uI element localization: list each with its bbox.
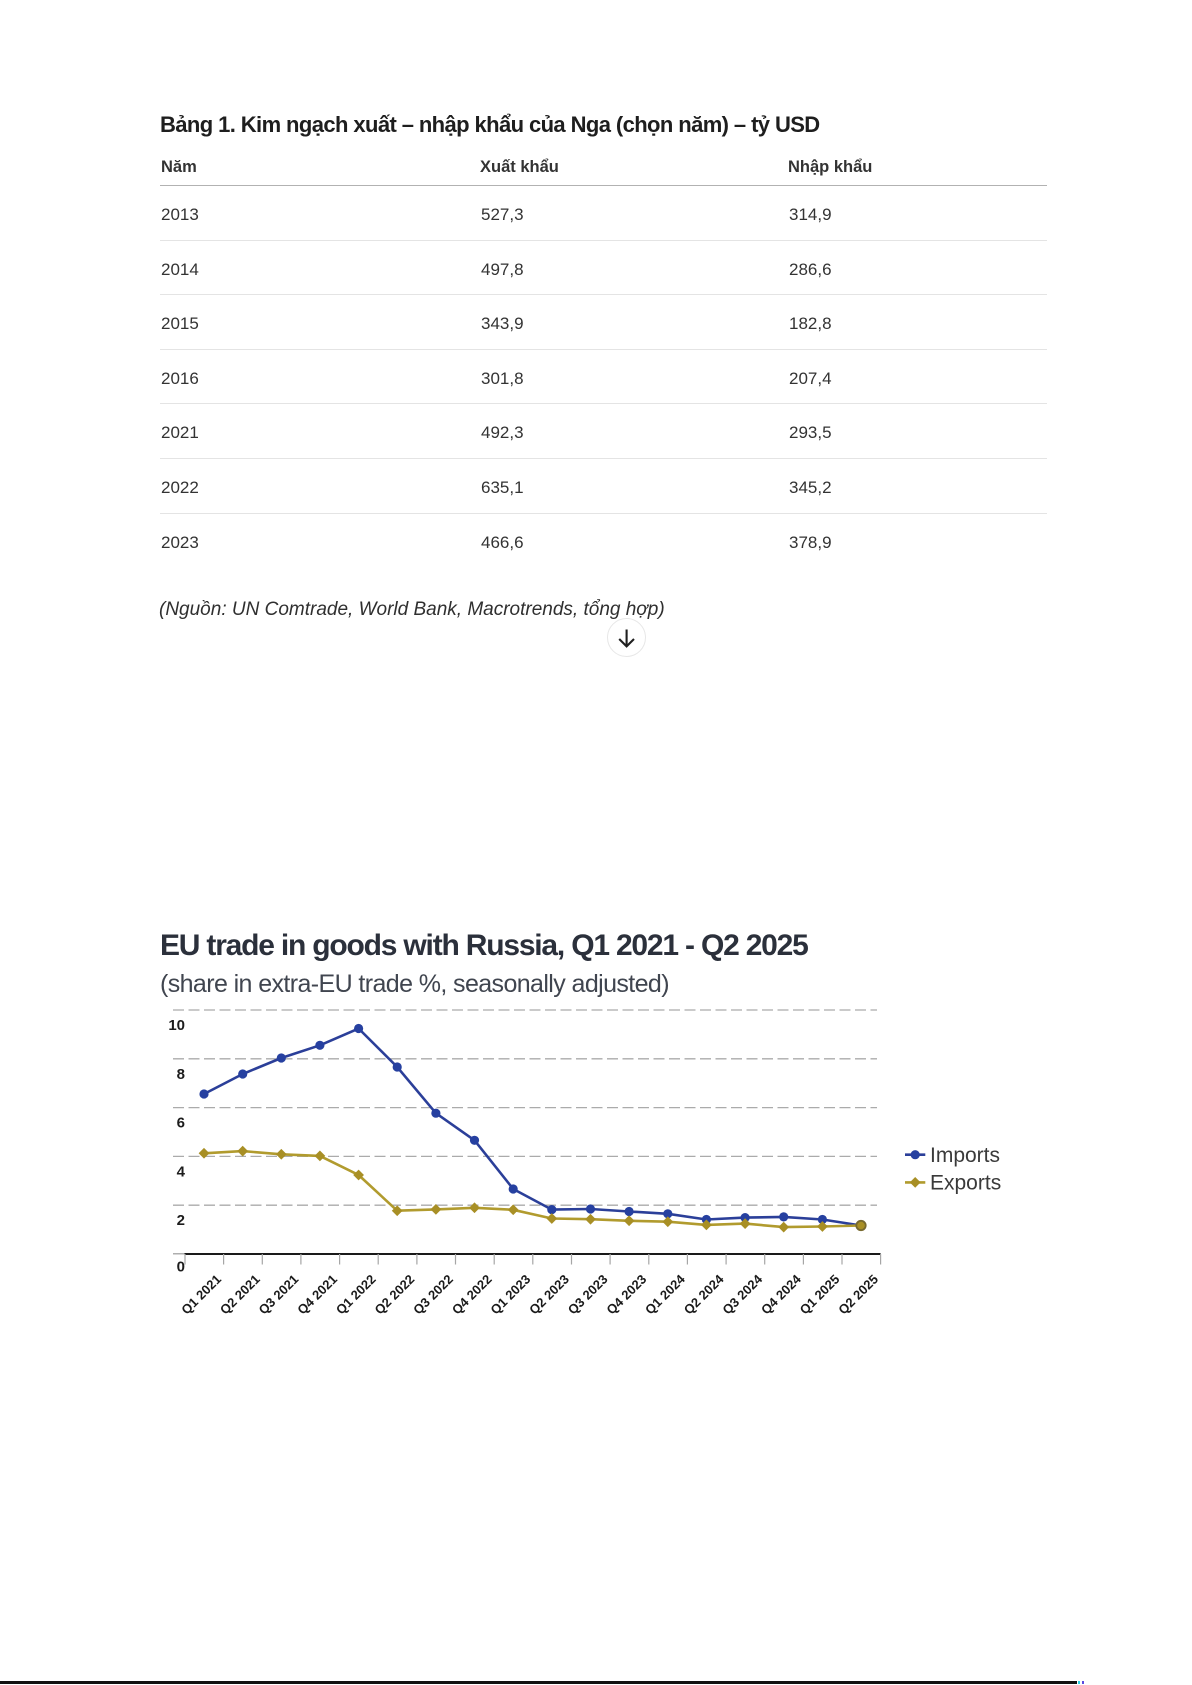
svg-text:Q2 2024: Q2 2024 (681, 1271, 727, 1317)
svg-text:Q3 2022: Q3 2022 (410, 1272, 456, 1318)
svg-text:Q2 2022: Q2 2022 (372, 1272, 418, 1318)
svg-text:6: 6 (177, 1115, 185, 1132)
svg-text:Q2 2023: Q2 2023 (526, 1272, 572, 1318)
svg-text:8: 8 (177, 1066, 185, 1083)
svg-text:Q1 2025: Q1 2025 (797, 1272, 843, 1318)
svg-text:Q1 2021: Q1 2021 (178, 1272, 224, 1318)
svg-text:Imports: Imports (930, 1144, 1000, 1167)
svg-text:Exports: Exports (930, 1172, 1001, 1195)
svg-text:Q4 2024: Q4 2024 (758, 1271, 804, 1317)
svg-text:Q2 2025: Q2 2025 (835, 1272, 881, 1318)
svg-text:Q4 2021: Q4 2021 (294, 1272, 340, 1318)
svg-text:4: 4 (177, 1163, 186, 1180)
svg-text:Q3 2021: Q3 2021 (256, 1272, 302, 1318)
svg-text:Q4 2023: Q4 2023 (603, 1272, 649, 1318)
svg-text:Q4 2022: Q4 2022 (449, 1272, 495, 1318)
svg-text:Q1 2023: Q1 2023 (487, 1272, 533, 1318)
svg-text:Q1 2022: Q1 2022 (333, 1272, 379, 1318)
svg-text:0: 0 (177, 1259, 185, 1276)
svg-text:10: 10 (168, 1017, 185, 1034)
svg-text:2: 2 (177, 1212, 185, 1229)
svg-text:Q3 2024: Q3 2024 (719, 1271, 765, 1317)
svg-text:Q3 2023: Q3 2023 (565, 1272, 611, 1318)
svg-text:Q2 2021: Q2 2021 (217, 1272, 263, 1318)
svg-text:Q1 2024: Q1 2024 (642, 1271, 688, 1317)
